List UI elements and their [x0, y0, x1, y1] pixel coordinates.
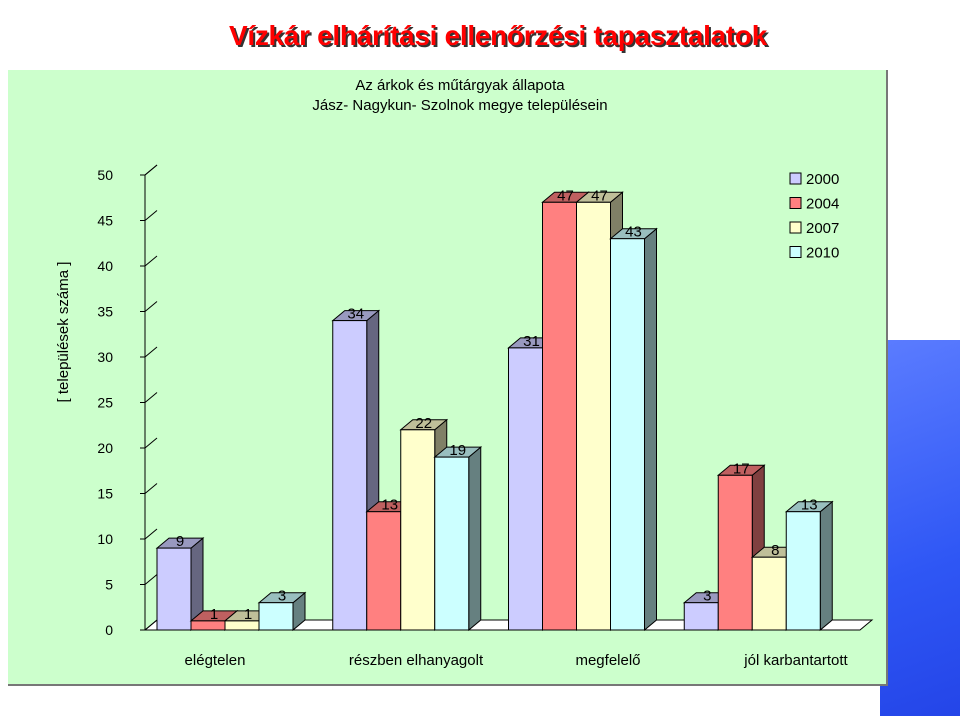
data-label: 31: [523, 333, 540, 350]
chart-subtitle: Jász- Nagykun- Szolnok megye települései…: [312, 97, 607, 114]
data-label: 17: [733, 460, 750, 477]
bar-side: [819, 500, 833, 632]
decorative-corner: [880, 340, 960, 716]
data-label: 43: [625, 224, 642, 241]
bar-front: [576, 201, 611, 631]
bar-front: [258, 602, 294, 631]
bar-front: [224, 620, 260, 631]
bar-front: [400, 429, 436, 631]
y-tick-label: 30: [97, 349, 113, 365]
chart-area: Az árkok és műtárgyak állapota Jász- Nag…: [8, 70, 888, 686]
y-tick-edge: [144, 346, 158, 358]
bar-front: [366, 511, 402, 631]
bar-front: [508, 347, 543, 631]
page-title: Vízkár elhárítási ellenőrzési tapasztala…: [228, 20, 767, 51]
bar-front: [332, 320, 368, 631]
legend-label: 2000: [806, 171, 839, 188]
legend-label: 2010: [806, 245, 839, 262]
legend-swatch: [789, 172, 802, 185]
legend-item: 2007: [789, 220, 839, 237]
bar-front: [751, 556, 787, 631]
legend: 2000 2004 2007 2010: [780, 165, 854, 263]
legend-swatch: [789, 197, 802, 209]
data-label: 8: [771, 542, 779, 559]
y-tick-edge: [144, 164, 158, 176]
x-category-label: elégtelen: [185, 652, 246, 669]
y-tick-label: 10: [97, 531, 113, 547]
legend-label: 2004: [806, 196, 839, 213]
y-tick-label: 35: [97, 304, 113, 320]
data-label: 34: [347, 306, 364, 323]
legend-label: 2007: [806, 220, 839, 237]
y-tick-label: 50: [97, 167, 113, 183]
data-label: 1: [210, 606, 218, 623]
y-axis-ticks: 0 5 10 15 20 25 30 35 40 45 50: [97, 164, 158, 638]
bar-front: [434, 456, 470, 631]
data-label: 47: [557, 187, 574, 204]
legend-swatch: [789, 246, 802, 258]
bar-side: [644, 227, 657, 632]
y-tick-label: 45: [97, 213, 113, 229]
x-category-label: jól karbantartott: [743, 652, 848, 669]
bar: 19: [433, 442, 483, 632]
y-tick-edge: [144, 437, 158, 449]
bar-front: [156, 547, 192, 631]
x-axis-categories: elégtelen részben elhanyagolt megfelelő jól…: [185, 652, 849, 669]
y-tick-label: 5: [105, 577, 113, 593]
bar-side: [468, 446, 482, 632]
legend-item: 2000: [789, 171, 839, 188]
data-label: 3: [278, 588, 286, 605]
y-tick-edge: [144, 574, 158, 585]
bar-front: [717, 474, 753, 631]
y-tick-edge: [144, 483, 158, 494]
x-category-label: részben elhanyagolt: [349, 652, 484, 669]
data-label: 3: [703, 588, 711, 605]
legend-swatch: [789, 221, 802, 234]
y-tick-label: 25: [97, 395, 113, 411]
data-label: 9: [176, 533, 184, 550]
y-tick-edge: [144, 210, 158, 221]
bar-front: [610, 238, 645, 631]
bar-front: [785, 511, 821, 631]
chart-title: Az árkok és műtárgyak állapota: [355, 77, 565, 94]
bar-front: [190, 620, 226, 631]
bar-chart: Az árkok és műtárgyak állapota Jász- Nag…: [55, 77, 874, 669]
y-tick-edge: [144, 528, 158, 540]
bar-front: [542, 201, 577, 631]
y-tick-edge: [144, 301, 158, 312]
x-category-label: megfelelő: [575, 652, 640, 669]
y-axis-label: [ települések száma ]: [55, 262, 72, 403]
bar-front: [683, 602, 719, 631]
bar: 13: [784, 497, 834, 632]
bar: 3: [257, 588, 307, 632]
bar: 9: [155, 533, 205, 632]
legend-item: 2010: [789, 245, 839, 262]
data-label: 13: [381, 497, 398, 514]
y-tick-label: 0: [105, 622, 113, 638]
data-label: 13: [801, 497, 818, 514]
y-tick-label: 15: [97, 486, 113, 502]
legend-item: 2004: [789, 196, 839, 213]
data-label: 19: [449, 442, 466, 459]
data-label: 1: [244, 606, 252, 623]
y-tick-label: 40: [97, 258, 113, 274]
data-label: 22: [415, 415, 432, 432]
bar: 43: [609, 224, 658, 632]
y-tick-edge: [144, 392, 158, 403]
data-label: 47: [591, 187, 608, 204]
y-tick-edge: [144, 255, 158, 267]
y-tick-edge: [144, 619, 158, 631]
y-tick-label: 20: [97, 440, 113, 456]
